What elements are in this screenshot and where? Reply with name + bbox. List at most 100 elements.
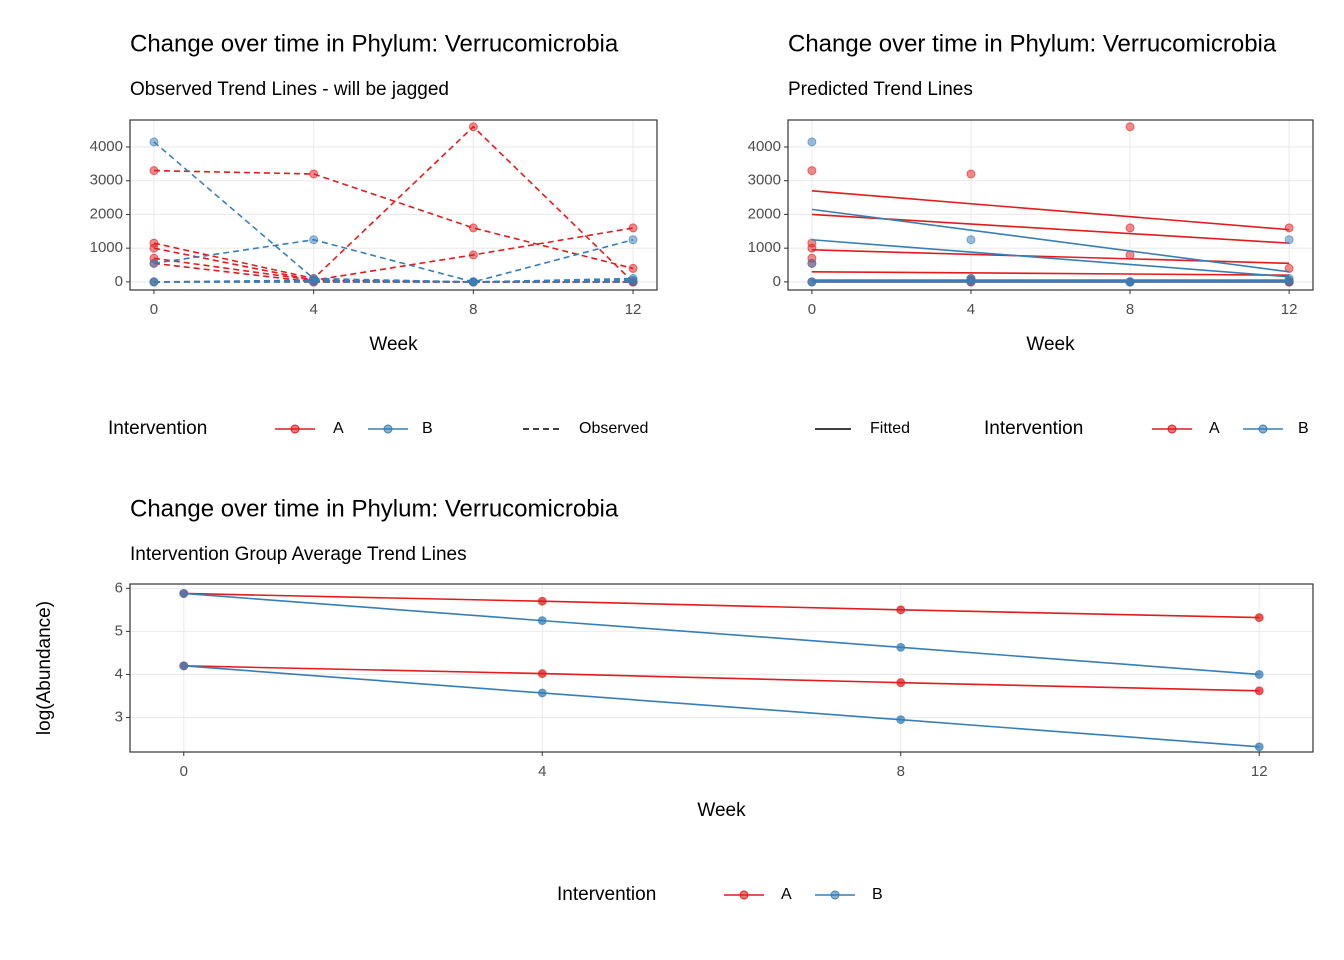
- legend-title: Intervention: [108, 418, 207, 439]
- y-tick-label: 3000: [90, 172, 123, 189]
- x-tick-label: 0: [808, 301, 816, 318]
- y-tick-label: 5: [115, 622, 123, 639]
- x-tick-label: 12: [1251, 763, 1268, 780]
- point: [966, 277, 976, 287]
- fitted-line: [811, 238, 1290, 278]
- point: [1125, 122, 1135, 132]
- x-tick-label: 8: [469, 301, 477, 318]
- trend-line: [153, 141, 634, 283]
- chart-subtitle: Intervention Group Average Trend Lines: [130, 544, 467, 565]
- fitted-line: [811, 208, 1290, 273]
- chart-title: Change over time in Phylum: Verrucomicro…: [130, 495, 619, 522]
- trend-line: [183, 592, 1260, 676]
- trend-line: [183, 665, 1260, 692]
- y-tick-label: 0: [773, 273, 781, 290]
- x-tick-label: 4: [538, 763, 546, 780]
- point: [468, 277, 478, 287]
- x-tick-label: 12: [625, 301, 642, 318]
- point: [468, 223, 478, 233]
- legend-label: A: [333, 420, 344, 437]
- x-axis-title: Week: [369, 334, 418, 355]
- x-tick-label: 4: [309, 301, 317, 318]
- plot-frame: [129, 583, 1314, 753]
- legend-label: B: [1298, 420, 1309, 437]
- legend-label: B: [872, 886, 883, 903]
- y-tick-label: 1000: [90, 239, 123, 256]
- point: [149, 277, 159, 287]
- point: [966, 235, 976, 245]
- point: [149, 258, 159, 268]
- point: [179, 661, 189, 671]
- point: [1254, 686, 1264, 696]
- x-tick-label: 8: [1126, 301, 1134, 318]
- legend-title: Intervention: [984, 418, 1083, 439]
- x-tick-label: 12: [1281, 301, 1298, 318]
- x-tick-label: 8: [897, 763, 905, 780]
- point: [628, 235, 638, 245]
- point: [966, 169, 976, 179]
- point: [896, 605, 906, 615]
- point: [807, 277, 817, 287]
- fitted-line: [811, 190, 1290, 231]
- panel: Change over time in Phylum: Verrucomicro…: [90, 30, 658, 439]
- legend-label: Observed: [579, 420, 648, 437]
- plot-frame: [129, 119, 658, 291]
- point: [807, 137, 817, 147]
- point: [807, 166, 817, 176]
- point: [149, 137, 159, 147]
- panel: Change over time in Phylum: Verrucomicro…: [748, 30, 1314, 439]
- x-tick-label: 0: [150, 301, 158, 318]
- fitted-line: [811, 270, 1290, 276]
- point: [1125, 223, 1135, 233]
- chart-title: Change over time in Phylum: Verrucomicro…: [788, 30, 1277, 57]
- y-axis-title: log(Abundance): [34, 601, 55, 735]
- point: [1254, 613, 1264, 623]
- point: [537, 669, 547, 679]
- y-tick-label: 1000: [748, 239, 781, 256]
- y-tick-label: 3: [115, 709, 123, 726]
- trend-line: [183, 665, 1260, 748]
- legend-label: Fitted: [870, 420, 910, 437]
- point: [537, 688, 547, 698]
- y-tick-label: 2000: [748, 205, 781, 222]
- point: [628, 263, 638, 273]
- trend-line: [183, 592, 1260, 619]
- y-tick-label: 0: [115, 273, 123, 290]
- trend-line: [153, 169, 634, 270]
- trend-line: [153, 227, 634, 282]
- legend-label: A: [1209, 420, 1220, 437]
- point: [149, 243, 159, 253]
- legend-key-point: [739, 890, 749, 900]
- point: [179, 588, 189, 598]
- point: [537, 616, 547, 626]
- y-tick-label: 3000: [748, 172, 781, 189]
- point: [537, 596, 547, 606]
- point: [628, 223, 638, 233]
- y-tick-label: 4000: [90, 138, 123, 155]
- point: [628, 275, 638, 285]
- point: [896, 642, 906, 652]
- point: [896, 678, 906, 688]
- panel: Change over time in Phylum: Verrucomicro…: [34, 495, 1314, 905]
- legend-title: Intervention: [557, 884, 656, 905]
- point: [1254, 669, 1264, 679]
- y-tick-label: 6: [115, 579, 123, 596]
- legend-key-point: [830, 890, 840, 900]
- plot-frame: [787, 119, 1314, 291]
- legend-label: B: [422, 420, 433, 437]
- point: [468, 122, 478, 132]
- legend-key-point: [383, 424, 393, 434]
- x-axis-title: Week: [1026, 334, 1075, 355]
- point: [309, 235, 319, 245]
- chart-subtitle: Predicted Trend Lines: [788, 79, 973, 100]
- x-tick-label: 0: [180, 763, 188, 780]
- legend-label: A: [781, 886, 792, 903]
- point: [309, 277, 319, 287]
- legend-key-point: [290, 424, 300, 434]
- point: [468, 250, 478, 260]
- point: [1284, 223, 1294, 233]
- chart-subtitle: Observed Trend Lines - will be jagged: [130, 79, 449, 100]
- point: [1284, 275, 1294, 285]
